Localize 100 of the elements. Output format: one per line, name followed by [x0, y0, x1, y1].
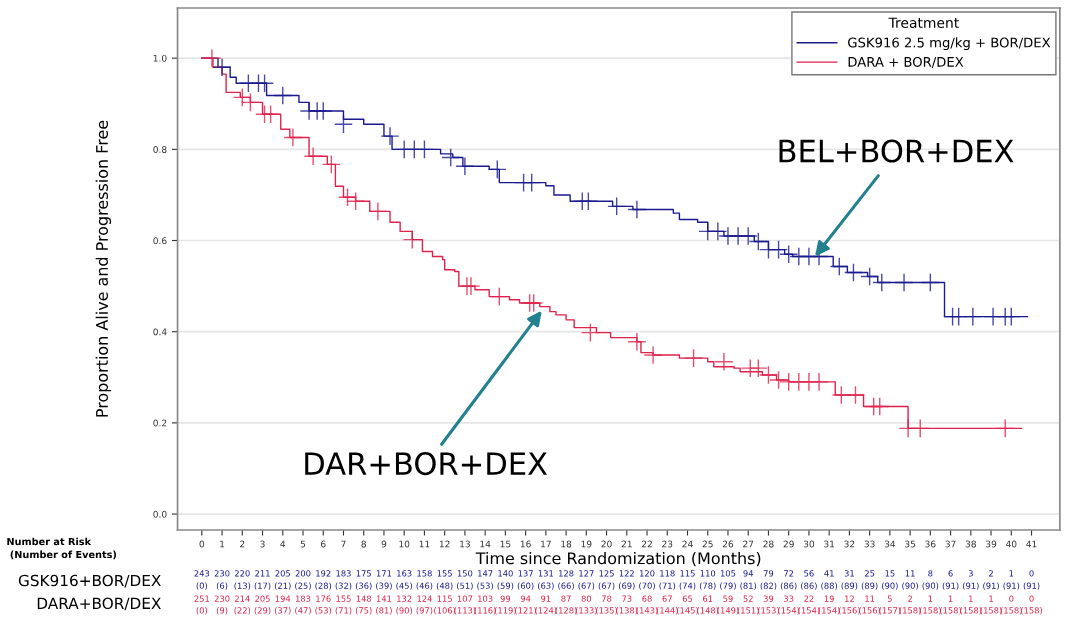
point: [758, 365, 778, 385]
point: [441, 148, 461, 168]
y-tick-label: 0.4: [153, 328, 167, 336]
point: [872, 272, 892, 292]
x-tick-label: 7: [341, 540, 346, 548]
point: [843, 262, 863, 282]
point: [273, 86, 293, 106]
x-tick-label: 4: [280, 540, 286, 548]
x-tick-label: 30: [803, 540, 815, 548]
point: [738, 226, 758, 246]
point: [860, 267, 880, 287]
x-tick-label: 25: [702, 540, 713, 548]
point: [303, 146, 323, 166]
point: [809, 372, 829, 392]
text: DARA+BOR/DEX: [37, 597, 161, 611]
x-tick-label: 28: [763, 540, 774, 548]
x-tick-label: 15: [500, 540, 511, 548]
point: [368, 201, 388, 221]
text: 251 230 214 205 194 183 176 155 148 141 132 124 115 107 103 99 94 91 87 80 78 73 68 67 65 61 59 52 39 33 22 19 12 11 5 2 1 1 1 1 0 0: [194, 595, 1034, 602]
x-tick-label: 31: [824, 540, 835, 548]
x-tick-label: 17: [541, 540, 551, 548]
point: [607, 196, 627, 216]
point: [627, 332, 647, 352]
point: [845, 385, 865, 405]
point: [643, 345, 663, 365]
x-tick-label: 20: [601, 540, 612, 548]
y-tick-label: 0.0: [153, 510, 167, 518]
legend-label: GSK916 2.5 mg/kg + BOR/DEX: [848, 37, 1051, 51]
point: [402, 230, 422, 250]
x-tick-label: 35: [905, 540, 916, 548]
x-tick-label: 16: [520, 540, 531, 548]
x-tick-label: 1: [220, 540, 225, 548]
legend-title: Treatment: [888, 17, 959, 29]
point: [714, 352, 734, 372]
y-tick-label: 0.2: [153, 419, 167, 427]
x-tick-label: 36: [925, 540, 936, 548]
x-tick-label: 21: [621, 540, 632, 548]
x-tick-label: 2: [240, 540, 245, 548]
point: [232, 87, 252, 107]
point: [522, 173, 542, 193]
point: [578, 191, 598, 211]
x-tick-label: 27: [743, 540, 754, 548]
x-tick-label: 13: [460, 540, 470, 548]
annotation: BEL+BOR+DEX: [779, 139, 1014, 163]
x-tick-label: 29: [783, 540, 794, 548]
annotation: DAR+BOR+DEX: [305, 452, 548, 476]
point: [346, 191, 366, 211]
point: [769, 240, 789, 260]
x-tick-label: 33: [864, 540, 875, 548]
x-tick-label: 10: [399, 540, 410, 548]
x-tick-label: 0: [199, 540, 205, 548]
x-tick-label: 3: [260, 540, 265, 548]
point: [748, 358, 768, 378]
legend-label: DARA + BOR/DEX: [848, 56, 964, 68]
x-tick-label: 9: [381, 540, 387, 548]
point: [779, 244, 799, 264]
point: [334, 114, 353, 134]
x-tick-label: 8: [361, 540, 366, 548]
point: [748, 231, 768, 251]
text: Number at Risk: [7, 537, 92, 546]
point: [769, 370, 789, 390]
point: [283, 128, 303, 147]
x-tick-label: 40: [1005, 540, 1017, 548]
x-tick-label: 38: [965, 540, 976, 548]
x-tick-label: 23: [662, 540, 673, 548]
point: [321, 154, 341, 174]
point: [380, 126, 400, 146]
x-tick-label: 11: [419, 540, 430, 548]
point: [894, 272, 914, 292]
point: [963, 307, 983, 327]
point: [414, 139, 434, 159]
x-tick-label: 37: [945, 540, 956, 548]
x-tick-label: 5: [300, 540, 306, 548]
point: [212, 57, 232, 77]
point: [338, 187, 358, 207]
y-axis-title: Proportion Alive and Progression Free: [95, 120, 112, 417]
text: (Number of Events): [10, 550, 117, 560]
x-tick-label: 32: [844, 540, 855, 548]
point: [240, 92, 260, 112]
x-tick-label: 39: [986, 540, 997, 548]
point: [910, 418, 930, 438]
x-tick-label: 41: [1026, 540, 1037, 548]
point: [829, 257, 849, 276]
point: [261, 104, 281, 124]
x-tick-label: 26: [722, 540, 734, 548]
y-tick-label: 1.0: [153, 54, 167, 62]
x-tick-label: 18: [561, 540, 572, 548]
point: [255, 73, 275, 93]
point: [627, 200, 647, 219]
point: [487, 159, 507, 179]
point: [708, 221, 728, 241]
point: [995, 418, 1015, 438]
x-axis-title: Time since Randomization (Months): [475, 551, 761, 567]
text: (0) (9) (22) (29) (37) (47) (53) (71) (75) (81) (90) (97) (106)(113)(116)(119)(121)(124)(128)(133)(135)(138)(143)(144)(145)(148)(149)(151)(153)(154)(154)(154)(156)(156)(157)(158)(158)(158)(158)(158)(158)(158): [196, 607, 1043, 615]
x-tick-label: 12: [439, 540, 450, 548]
point: [870, 396, 890, 416]
point: [1001, 307, 1021, 327]
point: [489, 287, 509, 307]
text: GSK916+BOR/DEX: [18, 574, 161, 588]
point: [580, 323, 600, 343]
